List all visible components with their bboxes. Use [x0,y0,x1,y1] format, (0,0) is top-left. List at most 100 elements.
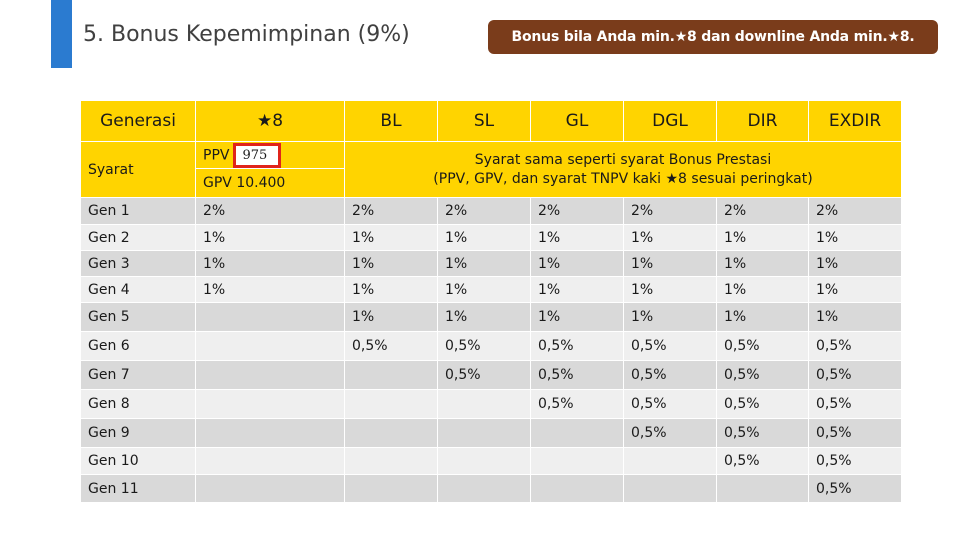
bonus-cell: 0,5% [623,389,717,419]
accent-bar [51,0,72,68]
syarat-note: Syarat sama seperti syarat Bonus Prestas… [344,141,902,198]
bonus-cell: 0,5% [716,447,809,475]
bonus-cell: 0,5% [716,360,809,390]
bonus-cell: 0,5% [808,331,902,361]
bonus-cell: 1% [344,302,438,332]
table-row: Gen 10 0,5% 0,5% [80,447,902,475]
syarat-label: Syarat [80,141,196,198]
generation-label: Gen 7 [80,360,196,390]
bonus-condition-badge: Bonus bila Anda min.★8 dan downline Anda… [488,20,938,54]
bonus-cell [195,418,345,448]
bonus-cell [344,360,438,390]
ppv-value-field[interactable]: 975 [233,142,282,168]
bonus-cell: 1% [623,250,717,277]
generation-label: Gen 9 [80,418,196,448]
table-row: Gen 7 0,5% 0,5% 0,5% 0,5% 0,5% [80,360,902,390]
bonus-cell [530,418,624,448]
bonus-cell: 2% [808,197,902,225]
bonus-cell: 1% [530,224,624,251]
generation-label: Gen 2 [80,224,196,251]
bonus-cell [437,447,531,475]
gpv-cell: GPV 10.400 [195,168,345,198]
header-dir: DIR [716,100,809,142]
bonus-cell: 0,5% [344,331,438,361]
bonus-cell: 1% [344,276,438,303]
table-row: Gen 1 2% 2% 2% 2% 2% 2% 2% [80,197,902,225]
bonus-cell: 1% [437,302,531,332]
bonus-cell: 0,5% [716,418,809,448]
bonus-cell [195,389,345,419]
table-row: Gen 3 1% 1% 1% 1% 1% 1% 1% [80,250,902,277]
bonus-cell: 0,5% [716,331,809,361]
bonus-cell [344,389,438,419]
bonus-cell [623,447,717,475]
generation-label: Gen 10 [80,447,196,475]
bonus-cell: 1% [344,224,438,251]
syarat-note-line2: (PPV, GPV, dan syarat TNPV kaki ★8 sesua… [433,170,813,187]
bonus-cell: 1% [716,302,809,332]
bonus-cell: 1% [623,276,717,303]
bonus-cell: 2% [716,197,809,225]
generation-label: Gen 6 [80,331,196,361]
bonus-cell: 2% [530,197,624,225]
generation-label: Gen 1 [80,197,196,225]
bonus-cell [530,474,624,503]
syarat-note-line1: Syarat sama seperti syarat Bonus Prestas… [474,151,772,168]
header-row: Generasi ★8 BL SL GL DGL DIR EXDIR [80,100,902,142]
bonus-cell [195,474,345,503]
bonus-cell [716,474,809,503]
bonus-cell: 0,5% [437,360,531,390]
bonus-cell: 0,5% [808,389,902,419]
generation-label: Gen 4 [80,276,196,303]
bonus-cell: 2% [195,197,345,225]
header-exdir: EXDIR [808,100,902,142]
bonus-cell: 1% [195,224,345,251]
bonus-cell [195,360,345,390]
bonus-cell: 2% [344,197,438,225]
header-star8: ★8 [195,100,345,142]
generation-label: Gen 8 [80,389,196,419]
bonus-cell: 1% [530,302,624,332]
bonus-cell [195,447,345,475]
bonus-cell: 1% [808,302,902,332]
bonus-cell [344,474,438,503]
bonus-cell: 1% [808,276,902,303]
header-generasi: Generasi [80,100,196,142]
bonus-cell: 1% [716,276,809,303]
bonus-cell [530,447,624,475]
table-row: Gen 11 0,5% [80,474,902,503]
bonus-cell: 1% [195,276,345,303]
bonus-cell: 1% [623,224,717,251]
syarat-row-gpv: GPV 10.400 [81,168,902,198]
bonus-cell: 0,5% [530,360,624,390]
table-row: Gen 2 1% 1% 1% 1% 1% 1% 1% [80,224,902,251]
generation-label: Gen 5 [80,302,196,332]
bonus-cell [437,389,531,419]
table-row: Gen 9 0,5% 0,5% 0,5% [80,418,902,448]
header-dgl: DGL [623,100,717,142]
bonus-cell: 1% [716,224,809,251]
bonus-table: Generasi ★8 BL SL GL DGL DIR EXDIR Syara… [80,100,902,503]
table-row: Gen 6 0,5% 0,5% 0,5% 0,5% 0,5% 0,5% [80,331,902,361]
table-row: Gen 8 0,5% 0,5% 0,5% 0,5% [80,389,902,419]
bonus-cell: 2% [623,197,717,225]
bonus-cell: 0,5% [437,331,531,361]
bonus-cell [344,418,438,448]
bonus-cell: 1% [437,276,531,303]
bonus-cell: 1% [437,224,531,251]
bonus-cell: 2% [437,197,531,225]
bonus-cell: 1% [808,224,902,251]
bonus-cell: 0,5% [808,447,902,475]
bonus-cell [623,474,717,503]
bonus-cell: 0,5% [716,389,809,419]
bonus-cell [195,331,345,361]
bonus-cell: 1% [530,250,624,277]
bonus-cell [195,302,345,332]
bonus-cell: 0,5% [623,360,717,390]
ppv-cell: PPV 975 [195,140,345,170]
bonus-cell: 1% [716,250,809,277]
header-gl: GL [530,100,624,142]
generation-label: Gen 3 [80,250,196,277]
bonus-cell: 0,5% [623,418,717,448]
bonus-cell [437,474,531,503]
